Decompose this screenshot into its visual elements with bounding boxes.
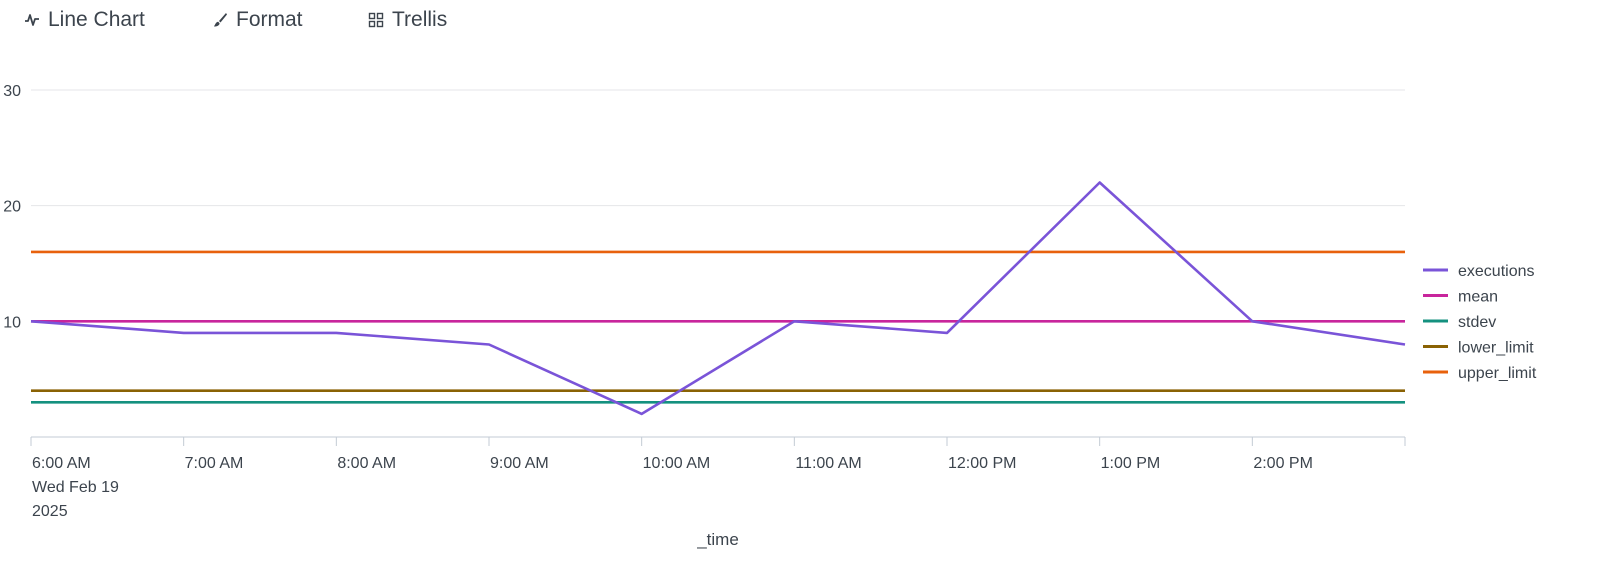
y-axis: 10 20 30: [3, 83, 21, 331]
legend-label: mean: [1458, 289, 1498, 306]
legend-item-stdev[interactable]: stdev: [1423, 314, 1496, 331]
x-tick-label: 12:00 PM: [948, 455, 1016, 472]
x-tick-label: 7:00 AM: [185, 455, 244, 472]
x-axis: 6:00 AM Wed Feb 19 2025 7:00 AM 8:00 AM 9:00 …: [30, 436, 1406, 520]
format-button[interactable]: Format: [212, 4, 303, 36]
legend[interactable]: executions mean stdev lower_limit upper_limi…: [1423, 263, 1537, 382]
x-tick-label: 1:00 PM: [1101, 455, 1161, 472]
x-tick-label: 2:00 PM: [1253, 455, 1313, 472]
x-tick-label: 2025: [32, 503, 68, 520]
legend-label: upper_limit: [1458, 365, 1537, 382]
legend-label: stdev: [1458, 314, 1496, 331]
x-tick-label: 8:00 AM: [337, 455, 396, 472]
format-label: Format: [236, 8, 303, 31]
line-chart-label: Line Chart: [48, 8, 145, 31]
legend-item-executions[interactable]: executions: [1423, 263, 1535, 280]
series-group: [30, 181, 1406, 416]
x-axis-title: _time: [696, 530, 739, 549]
legend-label: executions: [1458, 263, 1535, 280]
y-tick-label: 10: [3, 314, 21, 331]
legend-item-upper-limit[interactable]: upper_limit: [1423, 365, 1537, 382]
y-tick-label: 30: [3, 83, 21, 100]
line-chart-button[interactable]: Line Chart: [24, 4, 145, 36]
y-tick-label: 20: [3, 199, 21, 216]
legend-label: lower_limit: [1458, 340, 1534, 357]
x-tick-label: 6:00 AM: [32, 455, 91, 472]
line-chart-icon: [25, 14, 39, 26]
x-tick-label: 9:00 AM: [490, 455, 549, 472]
grid-lines: [31, 89, 1405, 322]
chart-toolbar: Line Chart Format Trellis: [0, 0, 1600, 40]
trellis-button[interactable]: Trellis: [368, 4, 447, 36]
series-line-executions[interactable]: [30, 181, 1406, 416]
x-tick-label: Wed Feb 19: [32, 479, 119, 496]
legend-item-lower-limit[interactable]: lower_limit: [1423, 340, 1534, 357]
legend-item-mean[interactable]: mean: [1423, 289, 1498, 306]
x-tick-label: 11:00 AM: [795, 455, 861, 472]
trellis-label: Trellis: [392, 8, 448, 31]
paintbrush-icon: [214, 13, 227, 27]
grid-icon: [368, 12, 384, 28]
x-tick-label: 10:00 AM: [643, 455, 711, 472]
